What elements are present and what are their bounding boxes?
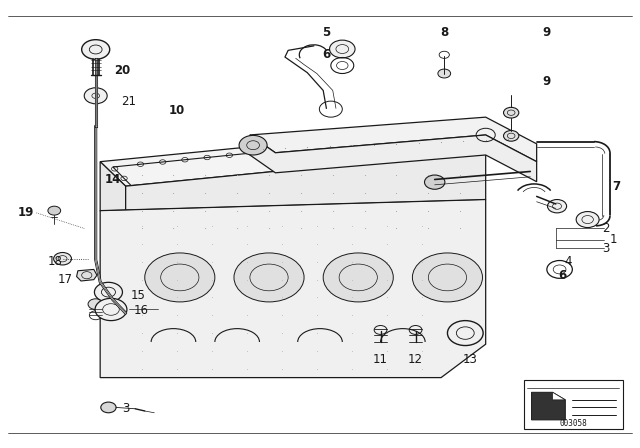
Circle shape (54, 253, 72, 265)
Polygon shape (250, 135, 537, 182)
Text: 3: 3 (602, 242, 609, 255)
Text: 11: 11 (373, 353, 388, 366)
Text: 20: 20 (115, 64, 131, 77)
Text: 17: 17 (58, 273, 72, 286)
Polygon shape (125, 151, 486, 235)
Circle shape (84, 88, 107, 104)
Circle shape (239, 135, 267, 155)
Circle shape (323, 253, 394, 302)
Polygon shape (77, 269, 97, 281)
Text: 10: 10 (168, 104, 185, 117)
Circle shape (424, 175, 445, 189)
Circle shape (576, 211, 599, 228)
Polygon shape (100, 162, 125, 235)
Polygon shape (100, 199, 486, 378)
Bar (524, 380, 623, 429)
Text: 003058: 003058 (559, 419, 587, 428)
Circle shape (330, 40, 355, 58)
Text: 21: 21 (122, 95, 136, 108)
Text: 7: 7 (612, 180, 620, 193)
Circle shape (100, 402, 116, 413)
Text: 3: 3 (122, 402, 129, 415)
Circle shape (82, 40, 109, 59)
Circle shape (504, 108, 519, 118)
Circle shape (234, 253, 304, 302)
Circle shape (447, 321, 483, 345)
Text: 16: 16 (134, 304, 149, 317)
Text: 18: 18 (48, 255, 63, 268)
Text: 6: 6 (323, 48, 330, 61)
Text: 1: 1 (609, 233, 617, 246)
Circle shape (438, 69, 451, 78)
Text: 9: 9 (542, 26, 550, 39)
Polygon shape (250, 117, 537, 162)
Text: 19: 19 (17, 207, 34, 220)
Circle shape (95, 282, 122, 302)
Text: 4: 4 (564, 255, 572, 268)
Circle shape (48, 206, 61, 215)
Text: 6: 6 (558, 269, 566, 282)
Circle shape (412, 253, 483, 302)
Text: 14: 14 (105, 173, 121, 186)
Circle shape (95, 298, 127, 321)
Circle shape (145, 253, 215, 302)
Text: 5: 5 (323, 26, 330, 39)
Circle shape (504, 130, 519, 141)
Circle shape (547, 199, 566, 213)
Polygon shape (532, 392, 565, 420)
Text: 13: 13 (462, 353, 477, 366)
Text: 15: 15 (131, 289, 146, 302)
Polygon shape (100, 126, 486, 186)
Text: 8: 8 (440, 26, 449, 39)
Circle shape (88, 299, 103, 310)
Polygon shape (552, 392, 565, 400)
Text: 2: 2 (602, 222, 609, 235)
Text: 12: 12 (408, 353, 423, 366)
Text: 9: 9 (542, 75, 550, 88)
